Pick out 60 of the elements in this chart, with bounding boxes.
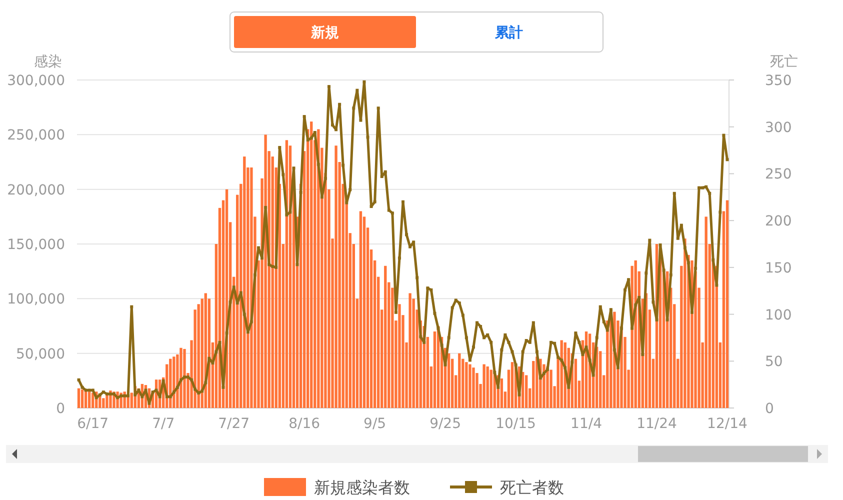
y2-axis-title: 死亡 xyxy=(770,54,798,70)
bar xyxy=(180,348,182,408)
bar xyxy=(525,375,528,408)
y2-tick-label: 50 xyxy=(765,354,783,370)
x-tick-label: 11/4 xyxy=(570,416,602,432)
bar xyxy=(684,238,686,408)
x-tick-label: 10/15 xyxy=(496,416,536,432)
bar xyxy=(384,266,387,408)
bar xyxy=(599,351,602,408)
x-tick-label: 12/14 xyxy=(707,416,748,432)
x-tick-label: 6/17 xyxy=(77,416,109,432)
y2-tick-label: 300 xyxy=(765,120,792,136)
x-tick-label: 11/24 xyxy=(636,416,678,432)
bar xyxy=(726,200,729,408)
bar xyxy=(490,370,492,408)
bar xyxy=(472,368,475,408)
bar xyxy=(250,167,253,408)
bar xyxy=(102,398,105,408)
x-tick-label: 9/25 xyxy=(430,416,462,432)
y2-tick-label: 350 xyxy=(765,73,792,89)
y2-tick-label: 0 xyxy=(765,401,774,417)
bar xyxy=(468,364,472,408)
y2-tick-label: 200 xyxy=(765,214,792,230)
bar xyxy=(500,378,504,408)
bar xyxy=(532,360,535,408)
y-tick-label: 150,000 xyxy=(7,237,65,253)
legend-label: 死亡者数 xyxy=(500,478,564,497)
y-tick-label: 0 xyxy=(56,401,65,417)
y-tick-label: 100,000 xyxy=(7,292,65,308)
bar xyxy=(482,364,486,408)
y-tick-label: 250,000 xyxy=(7,128,65,144)
y2-tick-label: 150 xyxy=(765,260,792,276)
bar xyxy=(550,370,552,408)
x-tick-label: 7/7 xyxy=(152,416,175,432)
y-tick-label: 300,000 xyxy=(7,73,65,89)
bar xyxy=(486,366,489,408)
bar xyxy=(285,140,288,408)
bar xyxy=(172,356,176,408)
x-tick-label: 9/5 xyxy=(364,416,386,432)
bar xyxy=(183,348,186,408)
x-tick-label: 7/27 xyxy=(218,416,250,432)
bar xyxy=(77,388,80,408)
y2-tick-label: 100 xyxy=(765,307,792,324)
bar xyxy=(458,353,461,408)
y-tick-label: 200,000 xyxy=(7,182,65,198)
y2-tick-label: 250 xyxy=(765,166,792,183)
bar xyxy=(465,362,468,408)
bar xyxy=(510,362,514,408)
y-tick-label: 50,000 xyxy=(16,346,65,362)
legend-label: 新規感染者数 xyxy=(314,478,410,497)
bar xyxy=(704,216,708,408)
toggle: 新規 累計 xyxy=(230,12,604,52)
bar xyxy=(398,304,401,408)
bar xyxy=(334,146,338,408)
bar xyxy=(310,122,313,408)
bar xyxy=(408,293,412,408)
x-tick-label: 8/16 xyxy=(288,416,320,432)
y-axis-title: 感染 xyxy=(34,54,62,70)
bar xyxy=(317,129,320,408)
bar xyxy=(359,211,362,408)
